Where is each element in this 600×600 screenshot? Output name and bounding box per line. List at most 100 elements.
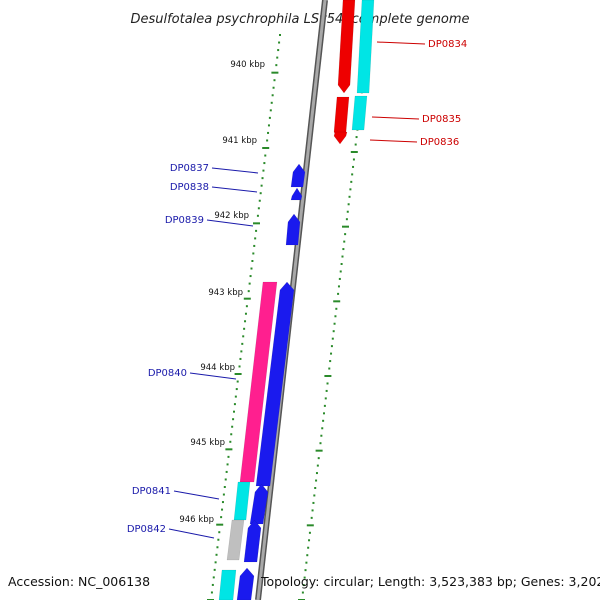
left-tick-rail-tick	[218, 531, 221, 534]
left-tick-rail-tick	[216, 523, 224, 526]
left-tick-rail-tick	[215, 553, 218, 556]
scale-labels: 940 kbp 941 kbp 942 kbp 943 kbp 944 kbp 945 k…	[179, 60, 265, 525]
right-tick-rail-tick	[332, 330, 335, 333]
left-tick-rail-tick	[255, 229, 258, 232]
left-tick-rail-tick	[213, 568, 216, 571]
right-tick-rail-tick	[347, 203, 350, 206]
right-tick-rail-tick	[352, 158, 355, 161]
left-tick-rail-tick	[220, 516, 223, 519]
right-tick-rail-tick	[321, 427, 324, 430]
reverse-cds-dp0839	[285, 213, 301, 246]
left-tick-rail-tick	[225, 470, 228, 473]
left-tick-rail-tick	[250, 267, 253, 270]
left-tick-rail-tick	[217, 538, 220, 541]
left-tick-rail-tick	[253, 244, 256, 247]
left-tick-rail-tick	[214, 561, 217, 564]
left-tick-rail-tick	[233, 410, 235, 413]
right-tick-rail-tick	[306, 554, 309, 557]
right-tick-rail-tick	[351, 173, 354, 176]
left-tick-rail-tick	[227, 455, 230, 458]
right-tick-rail-tick	[345, 218, 348, 221]
reverse-cds-dp0837	[290, 163, 306, 188]
scale-label: 940 kbp	[230, 60, 265, 70]
gene-label-dp0842[interactable]: DP0842	[127, 524, 166, 535]
gene-label-dp0840[interactable]: DP0840	[148, 368, 187, 379]
gene-labels: DP0834 DP0835 DP0836 DP0837 DP0838 DP0839 DP08…	[127, 39, 467, 539]
left-tick-rail-tick	[272, 86, 275, 89]
right-tick-rail-tick	[319, 442, 322, 445]
left-tick-rail-tick	[256, 214, 259, 217]
gene-label-dp0835[interactable]: DP0835	[422, 114, 461, 125]
right-tick-rail-tick	[355, 136, 358, 139]
scale-label: 943 kbp	[208, 288, 243, 298]
gene-label-dp0836[interactable]: DP0836	[420, 137, 459, 148]
left-tick-rail-tick	[236, 380, 239, 383]
left-tick-rail-tick	[269, 109, 272, 112]
reverse-cds-next	[236, 567, 255, 600]
right-tick-rail-tick	[313, 494, 316, 497]
right-tick-rail-tick	[354, 143, 357, 146]
genome-summary: Topology: circular; Length: 3,523,383 bp…	[261, 574, 600, 589]
right-tick-rail-tick	[311, 509, 314, 512]
left-tick-rail-tick	[224, 478, 227, 481]
right-tick-rail-tick	[320, 434, 323, 437]
right-tick-rail-tick	[330, 345, 333, 348]
left-tick-rail-tick	[244, 320, 247, 323]
right-tick-rail-tick	[308, 531, 311, 534]
left-tick-rail-tick	[248, 282, 251, 285]
gene-label-dp0839[interactable]: DP0839	[165, 215, 204, 226]
right-tick-rail-tick	[308, 539, 311, 542]
left-tick-rail-tick	[253, 222, 260, 225]
right-tick-rail-tick	[340, 263, 343, 265]
left-tick-rail-tick	[212, 576, 215, 579]
right-tick-rail-tick	[329, 360, 332, 363]
right-tick-rail-tick	[342, 248, 345, 251]
right-tick-rail-tick	[334, 315, 337, 318]
magenta-feature	[239, 281, 278, 483]
right-tick-rail-tick	[322, 419, 325, 422]
left-tick-rail-tick	[221, 501, 224, 504]
gene-leader-line	[173, 490, 220, 500]
left-tick-rail-tick	[223, 486, 226, 488]
right-tick-rail-tick	[352, 165, 355, 168]
right-tick-rail-tick	[333, 300, 341, 303]
left-tick-rail-tick	[226, 463, 229, 466]
left-tick-rail-tick	[278, 41, 281, 44]
gene-leader-line	[369, 139, 418, 143]
gene-label-dp0838[interactable]: DP0838	[170, 182, 209, 193]
left-tick-rail-tick	[242, 335, 245, 338]
left-tick-rail-tick	[257, 207, 260, 210]
left-tick-rail-tick	[232, 418, 235, 421]
left-tick-rail-tick	[276, 56, 279, 59]
right-tick-rail-tick	[338, 277, 341, 280]
reverse-cds-dp0842	[243, 519, 262, 563]
right-tick-rail-tick	[339, 270, 342, 273]
right-tick-rail-tick	[349, 188, 352, 191]
left-tick-rail-tick	[222, 493, 225, 496]
left-tick-rail-tick	[251, 260, 254, 262]
cyan-feature-1	[356, 0, 375, 94]
gene-label-dp0837[interactable]: DP0837	[170, 163, 209, 174]
right-tick-rail-tick	[341, 255, 344, 258]
cyan-feature-2	[351, 95, 368, 131]
left-tick-rail-tick	[210, 591, 213, 594]
right-tick-rail-tick	[316, 464, 319, 467]
right-tick-rail-tick	[342, 225, 349, 228]
left-tick-rail-tick	[225, 448, 233, 451]
left-tick-rail-tick	[247, 290, 250, 293]
cyan-feature-4	[218, 569, 237, 600]
gene-label-dp0841[interactable]: DP0841	[132, 486, 171, 497]
left-tick-rail-tick	[279, 34, 281, 36]
left-tick-rail-tick	[273, 79, 276, 82]
gene-label-dp0834[interactable]: DP0834	[428, 39, 467, 50]
cyan-feature-3	[233, 481, 251, 521]
right-tick-rail-tick	[324, 375, 332, 377]
left-tick-rail-tick	[233, 403, 236, 406]
left-tick-rail-tick	[267, 124, 270, 127]
gene-leader-line	[371, 116, 420, 120]
right-tick-rail-tick	[324, 397, 327, 400]
right-tick-rail-tick	[315, 472, 318, 475]
left-tick-rail-tick	[216, 546, 219, 549]
right-tick-rail-tick	[337, 292, 340, 295]
